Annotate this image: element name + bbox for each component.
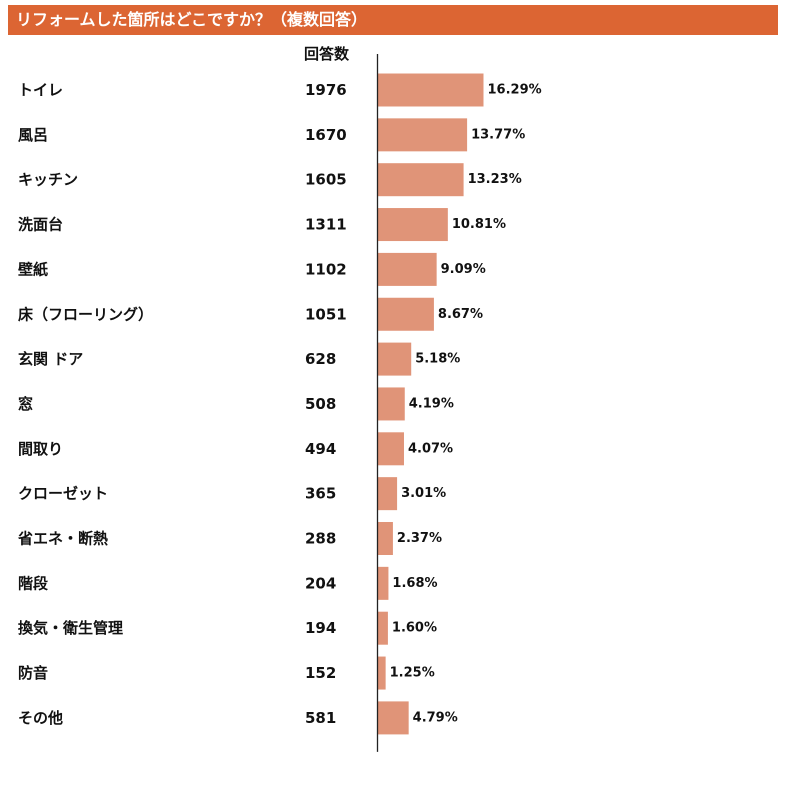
data-label: 1.25%: [390, 666, 435, 681]
data-label: 13.77%: [471, 127, 525, 142]
category-label: 階段: [18, 574, 48, 592]
data-label: 1.60%: [392, 621, 437, 636]
data-label: 16.29%: [488, 83, 542, 98]
bar: [377, 163, 464, 197]
data-label: 9.09%: [441, 262, 486, 277]
count-value: 204: [305, 574, 336, 592]
data-label: 13.23%: [468, 172, 522, 187]
bar: [377, 73, 484, 107]
count-value: 1102: [305, 260, 347, 278]
bar: [377, 208, 448, 242]
count-value: 152: [305, 664, 336, 682]
bar: [377, 656, 386, 690]
count-value: 1670: [305, 126, 347, 144]
category-label: 防音: [18, 664, 48, 682]
data-label: 8.67%: [438, 307, 483, 322]
count-value: 288: [305, 530, 336, 548]
bar: [377, 611, 388, 645]
data-label: 4.07%: [408, 441, 453, 456]
category-label: 洗面台: [18, 216, 63, 234]
count-value: 194: [305, 619, 336, 637]
bar: [377, 297, 434, 331]
category-label: 玄関 ドア: [18, 350, 83, 368]
bar: [377, 342, 412, 376]
count-value: 581: [305, 709, 336, 727]
count-value: 1311: [305, 216, 347, 234]
count-value: 1976: [305, 81, 347, 99]
count-value: 628: [305, 350, 336, 368]
category-label: クローゼット: [18, 485, 108, 503]
bar: [377, 477, 398, 511]
category-label: 窓: [18, 395, 33, 413]
bar: [377, 118, 468, 152]
category-label: トイレ: [18, 81, 63, 99]
bar: [377, 432, 404, 466]
bar: [377, 701, 409, 735]
data-label: 5.18%: [415, 352, 460, 367]
category-label: 換気・衛生管理: [18, 619, 123, 637]
data-label: 4.79%: [413, 710, 458, 725]
category-label: 省エネ・断熱: [17, 530, 108, 548]
category-label: 風呂: [18, 126, 48, 144]
category-label: 間取り: [18, 440, 63, 458]
data-label: 3.01%: [401, 486, 446, 501]
bar: [377, 522, 393, 555]
data-label: 4.19%: [409, 396, 454, 411]
category-label: キッチン: [18, 171, 78, 189]
count-value: 365: [305, 485, 336, 503]
count-value: 1605: [305, 171, 347, 189]
bar: [377, 252, 437, 286]
data-label: 1.68%: [392, 576, 437, 591]
category-label: 床（フローリング）: [18, 305, 153, 323]
count-column-header: 回答数: [304, 45, 350, 63]
bar: [377, 387, 405, 421]
data-label: 10.81%: [452, 217, 506, 232]
category-label: その他: [18, 709, 63, 727]
title-bar: リフォームした箇所はどこですか？（複数回答）: [8, 5, 778, 35]
bar: [377, 566, 389, 600]
count-value: 494: [305, 440, 336, 458]
data-label: 2.37%: [397, 531, 442, 546]
count-value: 1051: [305, 305, 347, 323]
count-value: 508: [305, 395, 336, 413]
chart-title: リフォームした箇所はどこですか？（複数回答）: [16, 10, 368, 29]
category-label: 壁紙: [18, 260, 48, 278]
